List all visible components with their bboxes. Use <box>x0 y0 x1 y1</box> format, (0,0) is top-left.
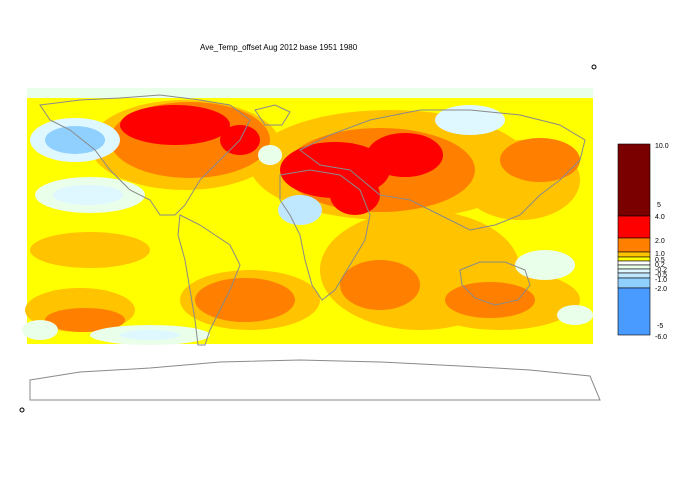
legend-bin-n6 <box>617 287 651 336</box>
legend-label: 1.0 <box>655 251 665 258</box>
legend-bin-p5 <box>617 215 651 239</box>
map-title: Ave_Temp_offset Aug 2012 base 1951 1980 <box>200 43 358 52</box>
legend-bin-p10 <box>617 143 651 217</box>
plot-corner-top-right-marker <box>591 64 597 70</box>
legend-label: 0.5 <box>655 257 665 264</box>
legend-bin-n2 <box>617 277 651 289</box>
legend-bin-neutral <box>617 260 651 266</box>
legend-label: -2.0 <box>655 286 667 293</box>
plot-corner-bottom-left-marker <box>19 407 25 413</box>
legend-label: 2.0 <box>655 238 665 245</box>
coastlines <box>29 94 601 401</box>
anomaly-cool-regions <box>22 105 593 345</box>
legend-label: -1.0 <box>655 277 667 284</box>
north-polar-band <box>27 88 593 98</box>
legend-bin-p2 <box>617 251 651 258</box>
legend-label: 0.2 <box>655 262 665 269</box>
legend-bin-p4 <box>617 237 651 253</box>
legend-bin-n1 <box>617 272 651 279</box>
legend-bin-n05 <box>617 268 651 274</box>
legend-label: -5 <box>657 323 663 330</box>
legend-label: -6.0 <box>655 334 667 341</box>
legend-label: 10.0 <box>655 143 669 150</box>
legend-bin-n02 <box>617 264 651 270</box>
legend-bin-p1 <box>617 256 651 262</box>
legend-label: -0.2 <box>655 267 667 274</box>
legend-label: 4.0 <box>655 214 665 221</box>
legend-label: 5 <box>657 202 661 209</box>
legend-label: -0.5 <box>655 272 667 279</box>
